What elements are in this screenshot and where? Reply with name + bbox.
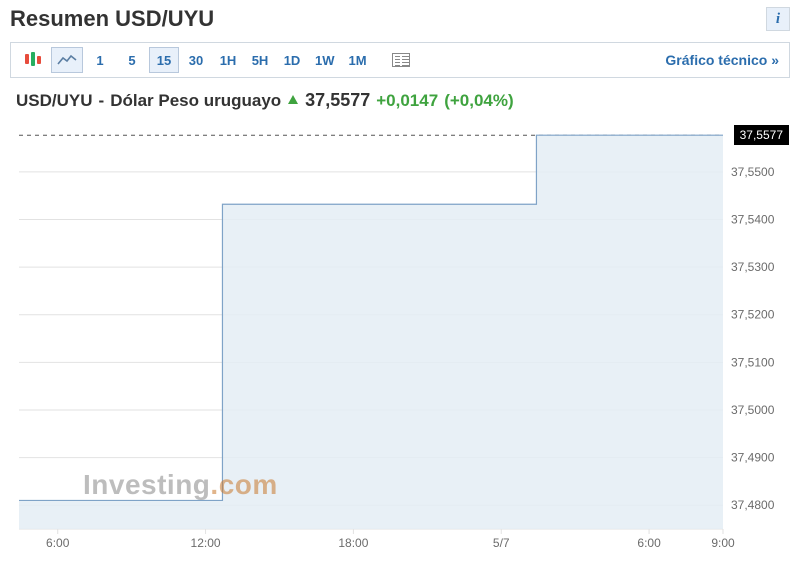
interval-1W[interactable]: 1W (309, 47, 341, 73)
settings-icon[interactable] (385, 47, 417, 73)
header: Resumen USD/UYU i (10, 6, 790, 32)
candlestick-icon[interactable] (17, 47, 49, 73)
interval-30[interactable]: 30 (181, 47, 211, 73)
svg-text:9:00: 9:00 (711, 536, 735, 550)
price-chart: 37,4800 37,4900 37,5000 37,5100 37,5200 37,53… (13, 121, 787, 561)
interval-5[interactable]: 5 (117, 47, 147, 73)
info-icon[interactable]: i (766, 7, 790, 31)
separator: - (99, 91, 105, 111)
line-chart-icon[interactable] (51, 47, 83, 73)
interval-1M[interactable]: 1M (343, 47, 373, 73)
svg-text:5/7: 5/7 (493, 536, 510, 550)
svg-text:12:00: 12:00 (191, 536, 221, 550)
interval-5H[interactable]: 5H (245, 47, 275, 73)
interval-1H[interactable]: 1H (213, 47, 243, 73)
svg-text:37,5100: 37,5100 (731, 355, 775, 369)
technical-chart-link[interactable]: Gráfico técnico » (665, 52, 783, 68)
price-change-pct: (+0,04%) (444, 91, 513, 111)
interval-group: 1515301H5H1D1W1M (85, 47, 375, 73)
interval-1D[interactable]: 1D (277, 47, 307, 73)
page-title: Resumen USD/UYU (10, 6, 214, 32)
chart-toolbar: 1515301H5H1D1W1M Gráfico técnico » (10, 42, 790, 78)
svg-text:37,5300: 37,5300 (731, 260, 775, 274)
svg-text:18:00: 18:00 (338, 536, 368, 550)
price-change: +0,0147 (376, 91, 438, 111)
interval-15[interactable]: 15 (149, 47, 179, 73)
svg-text:37,5000: 37,5000 (731, 403, 775, 417)
svg-text:6:00: 6:00 (637, 536, 661, 550)
svg-text:6:00: 6:00 (46, 536, 70, 550)
svg-text:37,4800: 37,4800 (731, 498, 775, 512)
current-price-flag: 37,5577 (734, 125, 789, 145)
svg-text:37,5500: 37,5500 (731, 165, 775, 179)
svg-text:37,5400: 37,5400 (731, 212, 775, 226)
watermark-logo: Investing.com (83, 469, 278, 501)
currency-pair: USD/UYU (16, 91, 93, 111)
svg-text:37,4900: 37,4900 (731, 451, 775, 465)
chart-header: USD/UYU - Dólar Peso uruguayo 37,5577 +0… (10, 86, 790, 121)
interval-1[interactable]: 1 (85, 47, 115, 73)
current-price: 37,5577 (305, 90, 370, 111)
svg-text:37,5200: 37,5200 (731, 308, 775, 322)
watermark-text: Investing (83, 469, 210, 500)
trend-up-icon (287, 93, 299, 109)
watermark-suffix: .com (210, 469, 277, 500)
pair-description: Dólar Peso uruguayo (110, 91, 281, 111)
